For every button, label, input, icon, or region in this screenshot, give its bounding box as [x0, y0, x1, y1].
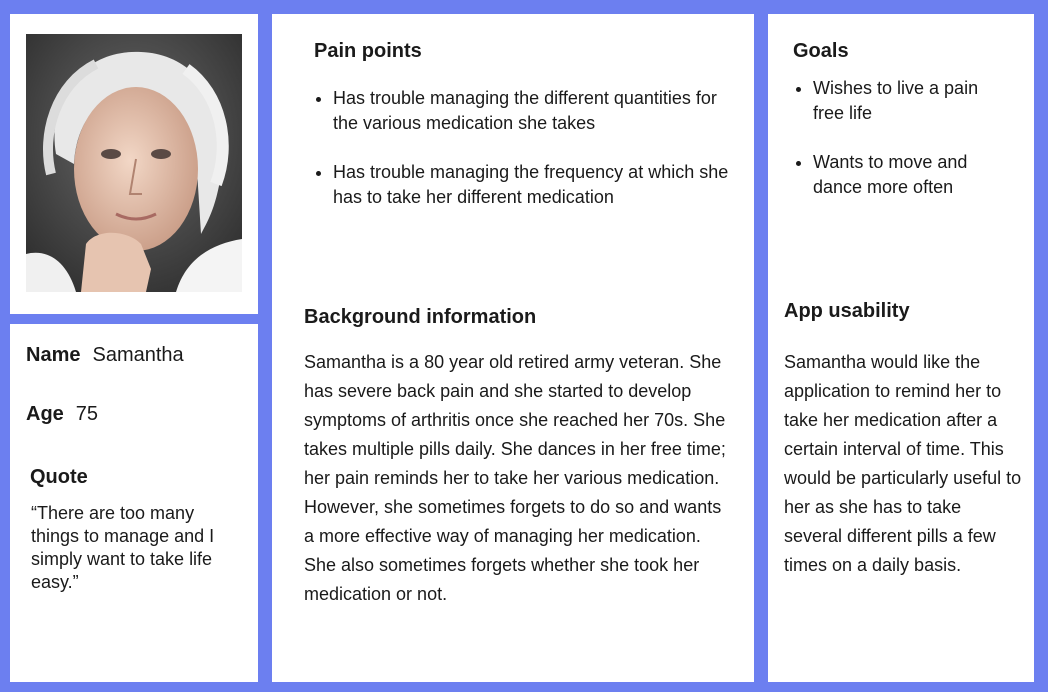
pain-point-item: Has trouble managing the different quant…: [333, 86, 733, 136]
pain-points-list: Has trouble managing the different quant…: [313, 86, 733, 210]
photo-panel: [10, 14, 258, 314]
background-text: Samantha is a 80 year old retired army v…: [304, 352, 726, 604]
name-row: Name Samantha: [26, 344, 184, 367]
age-label: Age: [26, 403, 64, 425]
name-value: Samantha: [92, 344, 184, 366]
goals-title: Goals: [793, 40, 849, 62]
goal-item: Wants to move and dance more often: [813, 150, 1013, 200]
persona-portrait-image: [26, 34, 242, 292]
pain-points-title: Pain points: [314, 40, 422, 62]
quote-title: Quote: [30, 466, 88, 488]
pain-point-item: Has trouble managing the frequency at wh…: [333, 160, 733, 210]
persona-photo: [26, 34, 242, 292]
profile-panel: Name Samantha Age 75 Quote “There are too …: [10, 324, 258, 682]
goals-list: Wishes to live a pain free life Wants to…: [793, 76, 1013, 200]
middle-panel: Pain points Has trouble managing the dif…: [272, 14, 754, 682]
goal-item: Wishes to live a pain free life: [813, 76, 1013, 126]
right-panel: Goals Wishes to live a pain free life Wa…: [768, 14, 1034, 682]
name-label: Name: [26, 344, 81, 366]
quote-text: “There are too many things to manage and…: [31, 503, 215, 592]
age-value: 75: [75, 403, 99, 425]
background-title: Background information: [304, 306, 537, 328]
app-usability-title: App usability: [784, 300, 910, 322]
age-row: Age 75: [26, 403, 98, 426]
app-usability-text: Samantha would like the application to r…: [784, 352, 1022, 575]
